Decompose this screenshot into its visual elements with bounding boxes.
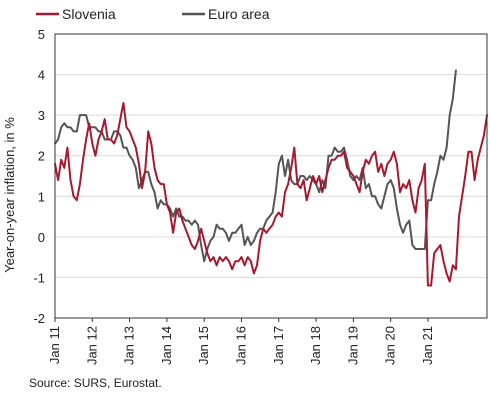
series-line-euro-area: [54, 69, 457, 263]
x-tick-label: Jan 12: [84, 326, 99, 365]
y-tick-label: 4: [38, 68, 45, 83]
y-axis-ticks: -2 -1 0 1 2 3 4 5: [33, 27, 45, 326]
y-gridlines: [55, 74, 487, 278]
y-axis-title: Year-on-year inflation, in %: [2, 117, 17, 273]
x-axis-ticks: Jan 11 Jan 12 Jan 13 Jan 14 Jan 15 Jan 16 Jan …: [47, 318, 435, 365]
plot-frame: [54, 33, 488, 319]
x-tick-label: Jan 20: [383, 326, 398, 365]
legend: Slovenia Euro area: [36, 6, 270, 22]
x-tick-label: Jan 16: [233, 326, 248, 365]
legend-label: Euro area: [208, 6, 270, 22]
y-tick-label: 5: [38, 27, 45, 42]
x-tick-label: Jan 13: [122, 326, 137, 365]
x-tick-label: Jan 14: [159, 326, 174, 365]
y-axis-title-group: Year-on-year inflation, in %: [2, 117, 17, 273]
x-tick-label: Jan 21: [420, 326, 435, 365]
series-line-slovenia: [54, 102, 488, 287]
legend-label: Slovenia: [62, 6, 116, 22]
x-tick-label: Jan 19: [345, 326, 360, 365]
x-tick-label: Jan 11: [47, 326, 62, 364]
x-tick-label: Jan 18: [308, 326, 323, 365]
source-note: Source: SURS, Eurostat.: [29, 376, 162, 390]
y-tick-label: 2: [38, 149, 45, 164]
y-tick-label: 3: [38, 108, 45, 123]
y-tick-label: -2: [33, 311, 45, 326]
series-lines: [54, 69, 488, 287]
y-tick-label: 0: [38, 230, 45, 245]
y-tick-label: 1: [38, 189, 45, 204]
x-tick-label: Jan 17: [271, 326, 286, 365]
y-tick-label: -1: [33, 270, 45, 285]
x-tick-label: Jan 15: [196, 326, 211, 365]
